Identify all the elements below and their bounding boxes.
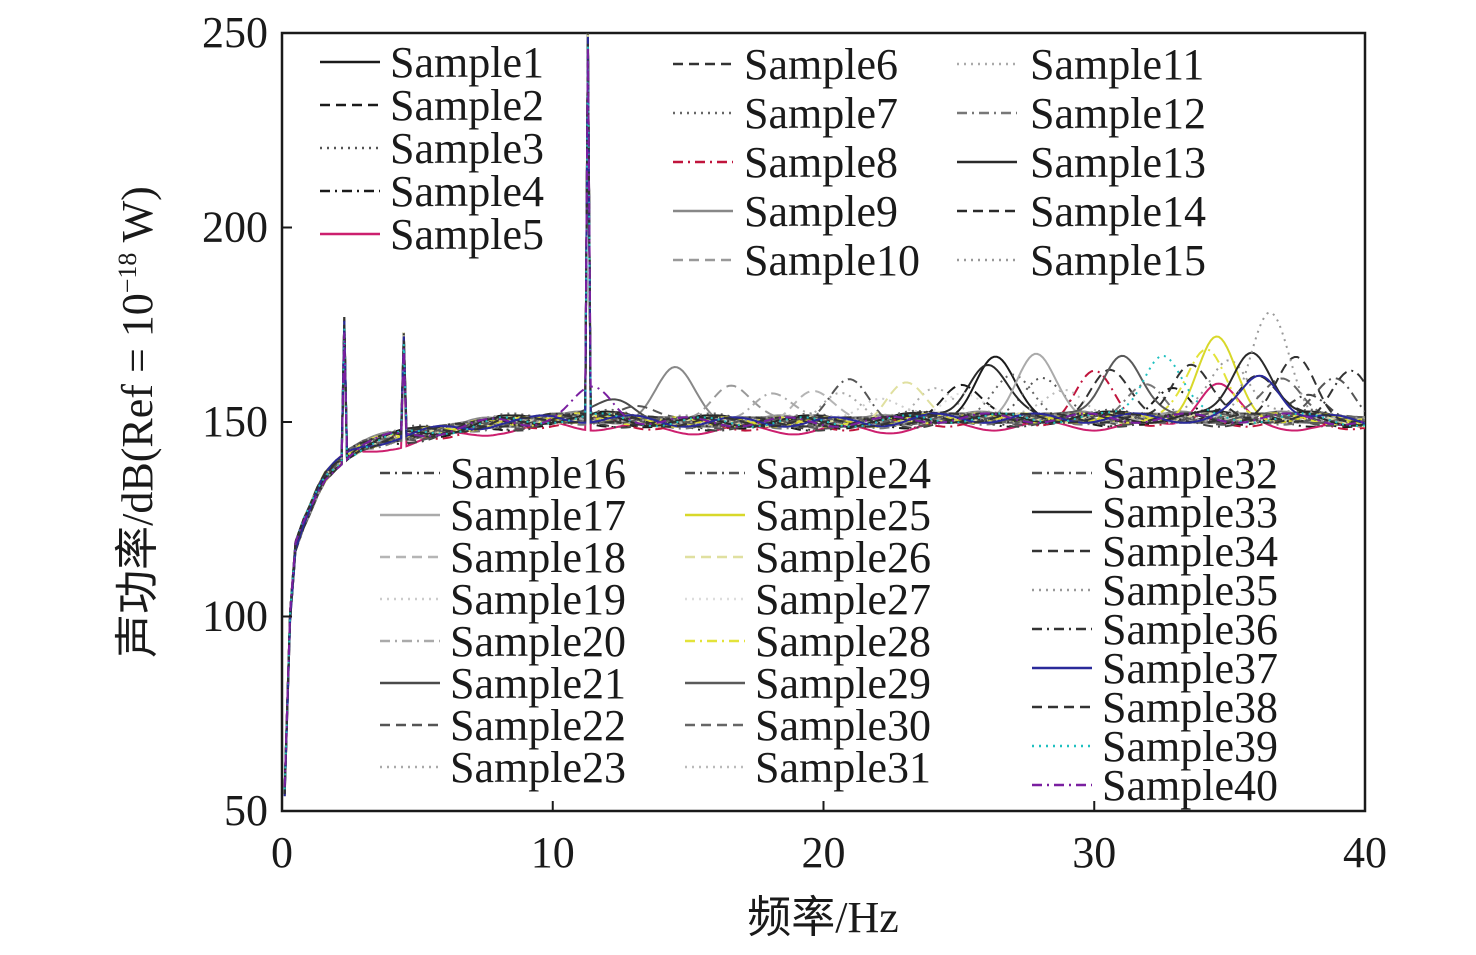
- legend-label-sample12: Sample12: [1030, 89, 1206, 138]
- y-tick-label: 200: [202, 203, 268, 252]
- series-line-sample38: [283, 40, 1365, 794]
- series-line-sample27: [283, 36, 1365, 788]
- legend-label-sample18: Sample18: [450, 533, 626, 582]
- x-axis-label: 频率/Hz: [747, 893, 899, 942]
- legend-label-sample3: Sample3: [390, 124, 544, 173]
- series-line-sample7: [283, 36, 1365, 793]
- legend-label-sample20: Sample20: [450, 617, 626, 666]
- legend-label-sample29: Sample29: [755, 659, 931, 708]
- legend-label-sample31: Sample31: [755, 743, 931, 792]
- legend-label-sample30: Sample30: [755, 701, 931, 750]
- legend-label-sample16: Sample16: [450, 449, 626, 498]
- legend-label-sample13: Sample13: [1030, 138, 1206, 187]
- legend-label-sample17: Sample17: [450, 491, 626, 540]
- legend-label-sample33: Sample33: [1102, 488, 1278, 537]
- y-tick-label: 50: [224, 786, 268, 835]
- x-tick-label: 30: [1072, 828, 1116, 877]
- legend-label-sample27: Sample27: [755, 575, 931, 624]
- legend-label-sample2: Sample2: [390, 81, 544, 130]
- legend-label-sample5: Sample5: [390, 210, 544, 259]
- legend-label-sample15: Sample15: [1030, 236, 1206, 285]
- legend-label-sample23: Sample23: [450, 743, 626, 792]
- x-tick-label: 10: [531, 828, 575, 877]
- legend-label-sample24: Sample24: [755, 449, 931, 498]
- legend-label-sample28: Sample28: [755, 617, 931, 666]
- legend-label-sample36: Sample36: [1102, 605, 1278, 654]
- y-axis-label: 声功率/dB(Ref = 10−18 W): [113, 186, 162, 658]
- x-tick-label: 0: [271, 828, 293, 877]
- y-axis-label-unit: W): [113, 186, 162, 252]
- legend-label-sample25: Sample25: [755, 491, 931, 540]
- series-line-sample40: [283, 48, 1365, 787]
- y-axis-label-exponent: −18: [113, 253, 142, 294]
- legend-label-sample32: Sample32: [1102, 449, 1278, 498]
- legend-label-sample39: Sample39: [1102, 722, 1278, 771]
- series-line-sample39: [283, 44, 1365, 790]
- y-tick-label: 100: [202, 592, 268, 641]
- legend-label-sample11: Sample11: [1030, 40, 1204, 89]
- y-tick-label: 250: [202, 8, 268, 57]
- legend-label-sample19: Sample19: [450, 575, 626, 624]
- legend-label-sample35: Sample35: [1102, 566, 1278, 615]
- legend-label-sample21: Sample21: [450, 659, 626, 708]
- series-layer: [283, 33, 1365, 797]
- legend-label-sample7: Sample7: [744, 89, 898, 138]
- legend-label-sample10: Sample10: [744, 236, 920, 285]
- y-tick-label: 150: [202, 397, 268, 446]
- legend-label-sample8: Sample8: [744, 138, 898, 187]
- legend-label-sample40: Sample40: [1102, 761, 1278, 810]
- legend-label-sample14: Sample14: [1030, 187, 1206, 236]
- legend-label-sample9: Sample9: [744, 187, 898, 236]
- legend-label-sample34: Sample34: [1102, 527, 1278, 576]
- legend-label-sample4: Sample4: [390, 167, 544, 216]
- legend-label-sample38: Sample38: [1102, 683, 1278, 732]
- ticks-layer: 0 10 20 30 40 50 100 150 200 250: [202, 8, 1387, 877]
- series-line-sample36: [283, 33, 1365, 795]
- legend-label-sample22: Sample22: [450, 701, 626, 750]
- x-tick-label: 20: [802, 828, 846, 877]
- legend-label-sample1: Sample1: [390, 38, 544, 87]
- y-axis-label-main: 声功率/dB(Ref = 10: [113, 293, 162, 658]
- legend-label-sample6: Sample6: [744, 40, 898, 89]
- legend-label-sample37: Sample37: [1102, 644, 1278, 693]
- legend-label-sample26: Sample26: [755, 533, 931, 582]
- x-tick-label: 40: [1343, 828, 1387, 877]
- series-line-sample35: [283, 48, 1365, 790]
- series-line-sample22: [283, 36, 1365, 789]
